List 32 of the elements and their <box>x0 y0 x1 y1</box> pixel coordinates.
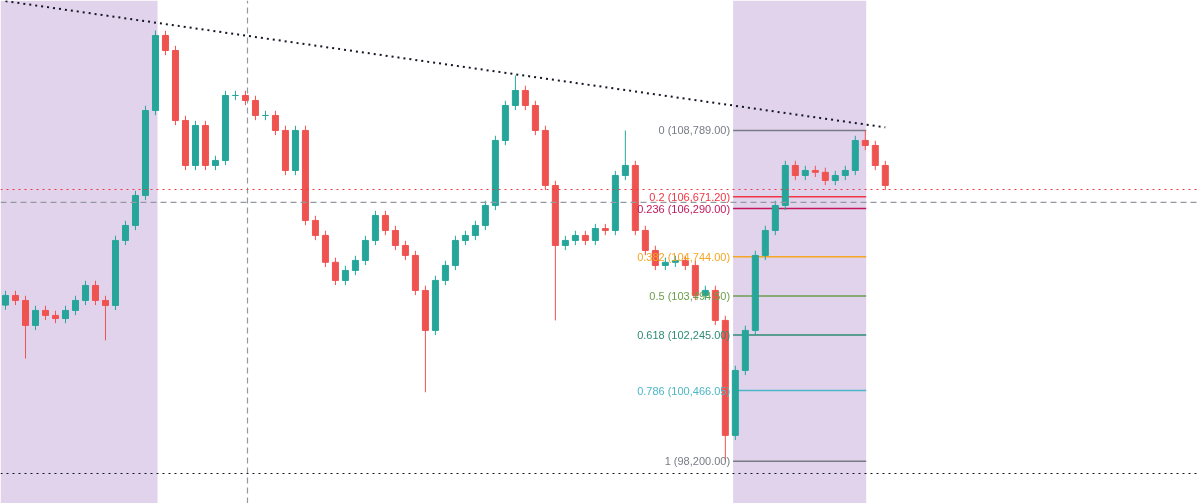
candlestick <box>341 265 349 286</box>
candlestick <box>871 140 879 171</box>
candlestick <box>861 130 869 151</box>
candlestick <box>361 235 369 266</box>
candlestick <box>381 210 389 236</box>
candlestick <box>521 85 529 111</box>
candlestick <box>271 110 279 136</box>
candlestick <box>351 255 359 276</box>
ref-line-label: 1 (98,200.00) <box>664 455 731 468</box>
candlestick <box>31 305 39 331</box>
candlestick <box>101 295 109 341</box>
candlestick <box>2 290 9 311</box>
candlestick <box>71 295 79 316</box>
candlestick <box>251 95 259 121</box>
candlestick <box>331 257 339 286</box>
candlestick <box>621 129 629 181</box>
candlestick <box>91 280 99 306</box>
ref-line-label: 0 (108,789.00) <box>658 124 731 137</box>
candlestick <box>81 280 89 306</box>
candlestick <box>471 220 479 241</box>
candlestick <box>591 223 599 246</box>
candlestick <box>881 160 889 191</box>
candlestick <box>161 30 169 56</box>
candlestick <box>311 215 319 241</box>
candlestick <box>791 160 799 181</box>
candlestick <box>481 200 489 231</box>
candlestick <box>401 240 409 261</box>
candlestick <box>121 220 129 246</box>
candlestick <box>391 225 399 251</box>
candlestick <box>511 74 519 111</box>
candlestick <box>441 260 449 286</box>
ref-line-label: 0.2 (106,671.20) <box>649 190 731 203</box>
